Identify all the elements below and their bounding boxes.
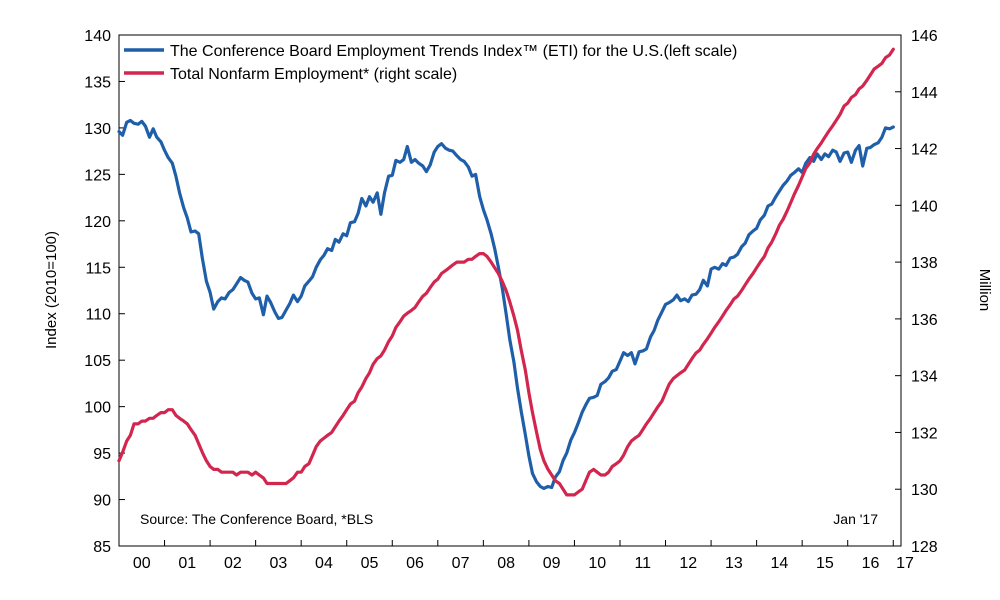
x-tick-label: 12 [679,555,697,572]
right-tick-label: 132 [911,425,938,442]
right-tick-label: 134 [911,369,938,386]
left-axis-title: Index (2010=100) [43,231,60,349]
x-tick-label: 01 [178,555,196,572]
left-tick-label: 90 [93,493,111,510]
x-tick-label: 16 [862,555,880,572]
left-tick-label: 125 [84,167,111,184]
right-tick-label: 128 [911,539,938,556]
right-axis-title: Million [976,269,993,312]
left-tick-label: 95 [93,446,111,463]
left-tick-label: 100 [84,400,111,417]
x-tick-label: 07 [452,555,470,572]
left-tick-label: 130 [84,121,111,138]
left-tick-label: 105 [84,353,111,370]
left-tick-label: 115 [85,260,111,277]
x-tick-label: 03 [270,555,288,572]
x-tick-label: 00 [133,555,151,572]
left-tick-label: 110 [85,307,111,324]
series-layer [117,47,895,497]
x-axis: 00 01 02 03 04 05 06 07 08 09 10 11 12 13 14 15 16 17 [118,540,914,572]
right-tick-label: 136 [911,312,938,329]
right-tick-label: 144 [911,85,938,102]
nonfarm-series-line [117,47,895,497]
right-tick-label: 138 [911,255,938,272]
left-axis: 85 90 95 100 105 110 115 120 125 130 135 140 [84,28,125,556]
x-tick-label: 10 [588,555,606,572]
right-tick-label: 146 [911,28,938,45]
x-tick-label: 09 [543,555,561,572]
right-tick-label: 130 [911,482,938,499]
x-tick-label: 08 [497,555,515,572]
x-tick-label: 02 [224,555,242,572]
x-tick-label: 17 [896,555,914,572]
legend-label-eti: The Conference Board Employment Trends I… [170,43,737,60]
left-tick-label: 135 [84,74,111,91]
x-tick-label: 13 [725,555,743,572]
x-tick-label: 05 [361,555,379,572]
left-tick-label: 140 [84,28,111,45]
x-tick-label: 11 [634,555,651,572]
source-note: Source: The Conference Board, *BLS [140,511,373,527]
x-tick-label: 14 [770,555,788,572]
left-tick-label: 120 [84,214,111,231]
legend: The Conference Board Employment Trends I… [124,43,737,83]
plot-area-frame [118,34,902,547]
legend-label-nonfarm: Total Nonfarm Employment* (right scale) [170,66,457,83]
x-tick-label: 06 [406,555,424,572]
x-tick-label: 15 [816,555,834,572]
eti-series-line [117,118,895,490]
right-axis: 128 130 132 134 136 138 140 142 144 146 [895,28,938,556]
left-tick-label: 85 [93,539,111,556]
right-tick-label: 140 [911,198,938,215]
right-tick-label: 142 [911,142,938,159]
x-tick-label: 04 [315,555,333,572]
date-note: Jan '17 [833,511,878,527]
